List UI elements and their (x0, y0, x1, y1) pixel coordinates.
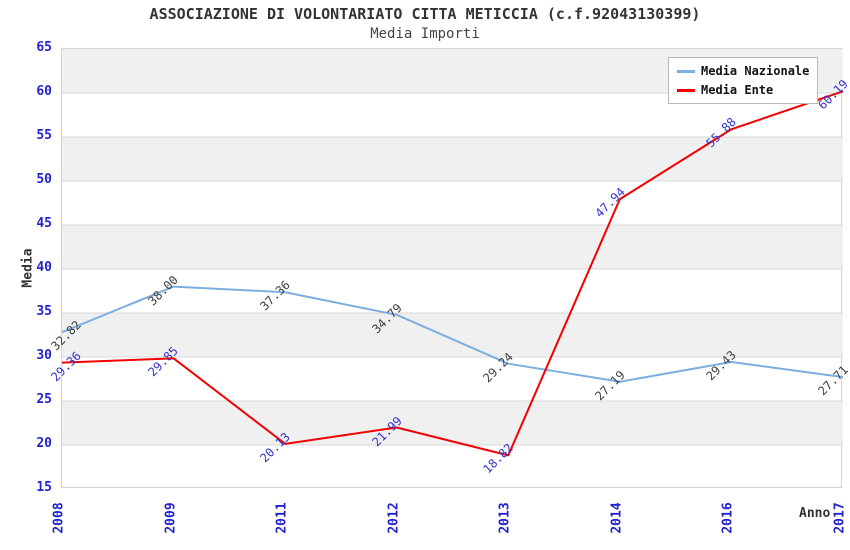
data-label: 29.85 (145, 344, 182, 380)
data-label: 32.82 (48, 317, 84, 354)
plot-canvas (61, 49, 844, 457)
data-label: 38.00 (145, 272, 182, 308)
data-label: 18.82 (480, 441, 517, 477)
data-label: 29.36 (48, 348, 84, 384)
y-tick-label: 50 (36, 172, 52, 187)
series-line-media-nazionale (61, 285, 844, 383)
y-tick-label: 30 (36, 348, 52, 363)
data-label: 55.88 (703, 115, 740, 151)
x-tick-label: 2017 (832, 502, 848, 534)
y-tick-label: 55 (36, 128, 52, 143)
x-tick-label: 2012 (386, 502, 402, 534)
x-axis-title: Anno (799, 506, 831, 521)
y-tick-label: 60 (36, 84, 52, 99)
data-label: 34.79 (368, 300, 405, 337)
legend-label: Media Nazionale (701, 64, 810, 78)
grid-band (62, 225, 843, 269)
x-tick-label: 2014 (609, 502, 625, 534)
data-label: 29.43 (703, 347, 740, 384)
grid-band (62, 137, 843, 181)
legend-line-swatch-ente (677, 88, 695, 92)
legend-label: Media Ente (701, 83, 774, 97)
y-tick-label: 45 (36, 216, 52, 231)
data-label: 37.36 (257, 278, 293, 314)
x-tick-label: 2013 (497, 502, 513, 534)
data-label: 21.99 (368, 413, 405, 449)
legend-item-media-ente: Media Ente (677, 83, 809, 97)
y-tick-label: 15 (36, 480, 52, 495)
y-tick-label: 25 (36, 392, 52, 407)
x-tick-label: 2016 (720, 502, 736, 534)
legend-item-media-nazionale: Media Nazionale (677, 64, 809, 78)
x-tick-label: 2009 (163, 502, 179, 534)
legend-line-swatch-nazionale (677, 69, 695, 73)
y-tick-label: 35 (36, 304, 52, 319)
grid-band (62, 401, 843, 445)
data-label: 29.24 (480, 349, 517, 385)
data-label: 60.19 (815, 77, 850, 113)
data-label: 27.19 (592, 367, 628, 403)
series-line-media-ente (61, 90, 844, 457)
plot-area: 32.82 38.00 37.36 34.79 29.24 27.19 29.43 27.71… (48, 48, 850, 488)
data-label: 27.71 (815, 362, 850, 399)
y-tick-label: 40 (36, 260, 52, 275)
grid-band (62, 313, 843, 357)
legend: Media Nazionale Media Ente (668, 57, 819, 104)
x-tick-label: 2011 (274, 502, 290, 534)
y-tick-label: 65 (36, 40, 52, 55)
chart-subtitle: Media Importi (370, 26, 480, 42)
x-tick-label: 2008 (51, 502, 67, 534)
chart-title: ASSOCIAZIONE DI VOLONTARIATO CITTA METIC… (149, 5, 701, 23)
data-label: 47.94 (592, 184, 628, 221)
data-labels-layer: 32.82 38.00 37.36 34.79 29.24 27.19 29.43 27.71… (48, 49, 850, 487)
data-label: 20.13 (257, 429, 293, 466)
y-tick-label: 20 (36, 436, 52, 451)
